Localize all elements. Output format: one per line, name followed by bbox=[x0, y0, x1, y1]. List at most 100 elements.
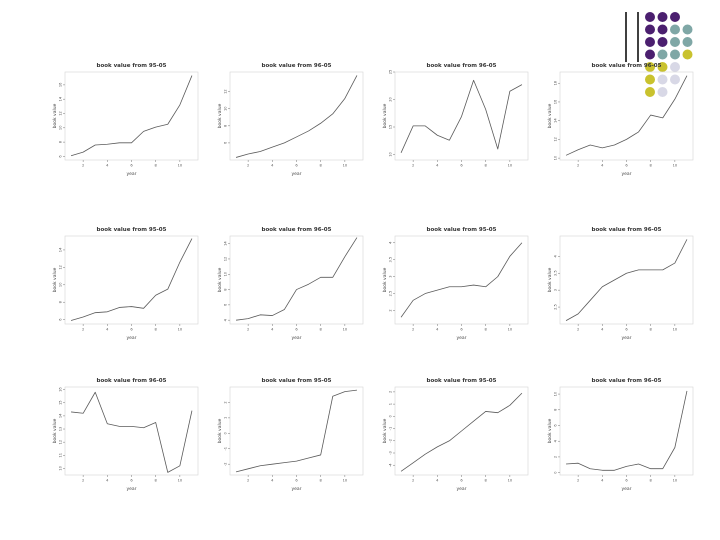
line-chart: book value from 96-05 year book value 2 4 6 8 1… bbox=[217, 227, 364, 341]
y-tick-label: 11 bbox=[59, 453, 63, 458]
decorative-dot bbox=[657, 87, 668, 97]
x-tick-label: 6 bbox=[625, 479, 628, 483]
decorative-dot bbox=[645, 24, 655, 35]
y-tick-label: 15 bbox=[59, 400, 63, 405]
line-chart: book value from 95-05 year book value 2 4 6 8 1… bbox=[52, 227, 199, 341]
y-tick-label: 20 bbox=[389, 97, 393, 102]
line-chart: book value from 95-05 year book value 2 4 6 8 1… bbox=[382, 227, 529, 341]
y-axis-label: book value bbox=[382, 267, 388, 292]
x-axis-label: year bbox=[126, 171, 136, 177]
y-axis-label: book value bbox=[52, 267, 58, 292]
x-tick-label: 2 bbox=[577, 328, 579, 332]
x-tick-label: 4 bbox=[601, 164, 604, 168]
x-tick-label: 10 bbox=[673, 328, 678, 332]
y-tick-label: 8 bbox=[224, 124, 228, 127]
chart-panel: book value from 96-05 year book value 2 4 6 8 1… bbox=[217, 58, 368, 178]
plot-frame bbox=[394, 235, 529, 325]
x-tick-label: 6 bbox=[130, 164, 133, 168]
y-tick-label: 14 bbox=[59, 96, 63, 101]
x-tick-label: 6 bbox=[625, 164, 628, 168]
y-tick-label: 12 bbox=[224, 89, 228, 94]
y-tick-label: 14 bbox=[554, 118, 558, 123]
x-tick-label: 10 bbox=[178, 164, 183, 168]
series-line bbox=[235, 389, 358, 473]
x-tick-label: 4 bbox=[436, 479, 439, 483]
y-tick-label: 1 bbox=[389, 403, 393, 405]
x-tick-label: 10 bbox=[343, 164, 348, 168]
y-tick-label: 6 bbox=[224, 303, 228, 306]
chart-title: book value from 95-05 bbox=[427, 227, 497, 233]
y-tick-label: 6 bbox=[224, 141, 228, 144]
y-tick-label: 10 bbox=[59, 465, 63, 470]
series-line bbox=[235, 237, 358, 321]
y-tick-label: 12 bbox=[224, 257, 228, 262]
y-tick-label: 4 bbox=[554, 439, 558, 442]
chart-panel: book value from 96-05 year book value 2 4 6 8 1… bbox=[547, 373, 698, 493]
y-tick-label: 10 bbox=[389, 152, 393, 157]
x-tick-label: 8 bbox=[485, 164, 488, 168]
y-tick-label: 16 bbox=[59, 387, 63, 392]
plot-frame bbox=[64, 386, 199, 476]
x-axis-label: year bbox=[291, 171, 301, 177]
series-line bbox=[70, 75, 193, 157]
x-tick-label: 6 bbox=[295, 479, 298, 483]
x-axis-label: year bbox=[621, 171, 631, 177]
series-line bbox=[235, 75, 358, 158]
x-axis-label: year bbox=[291, 486, 301, 492]
x-tick-label: 4 bbox=[436, 328, 439, 332]
plot-frame bbox=[64, 71, 199, 161]
x-tick-label: 2 bbox=[82, 164, 84, 168]
y-axis-label: book value bbox=[547, 103, 553, 128]
decorative-dot bbox=[645, 74, 655, 85]
decorative-dot bbox=[657, 49, 668, 60]
y-tick-label: 2 bbox=[389, 391, 393, 393]
x-tick-label: 4 bbox=[271, 164, 274, 168]
y-tick-label: 13 bbox=[59, 427, 63, 432]
x-tick-label: 2 bbox=[247, 164, 249, 168]
series-line bbox=[400, 79, 523, 154]
y-tick-label: 6 bbox=[554, 424, 558, 427]
plot-frame bbox=[229, 235, 364, 325]
y-tick-label: 8 bbox=[59, 300, 63, 303]
x-tick-label: 10 bbox=[508, 328, 513, 332]
decorative-dot bbox=[670, 74, 680, 85]
decorative-dot bbox=[645, 37, 655, 47]
y-tick-label: 12 bbox=[59, 440, 63, 445]
y-tick-label: 8 bbox=[224, 288, 228, 291]
y-axis-label: book value bbox=[547, 418, 553, 443]
plot-frame bbox=[559, 386, 694, 476]
chart-title: book value from 96-05 bbox=[262, 63, 332, 69]
x-tick-label: 2 bbox=[577, 479, 579, 483]
y-tick-label: 3 bbox=[389, 275, 393, 277]
y-tick-label: 3.5 bbox=[554, 270, 558, 276]
x-tick-label: 6 bbox=[295, 328, 298, 332]
chart-panel: book value from 96-05 year book value 2 4 6 8 1… bbox=[547, 222, 698, 342]
x-tick-label: 2 bbox=[82, 328, 84, 332]
series-line bbox=[565, 75, 688, 156]
chart-panel: book value from 95-05 year book value 2 4 6 8 1… bbox=[382, 373, 533, 493]
y-tick-label: 2 bbox=[224, 401, 228, 403]
line-chart: book value from 96-05 year book value 2 4 6 8 1… bbox=[547, 227, 694, 341]
chart-title: book value from 96-05 bbox=[427, 63, 497, 69]
y-tick-label: 16 bbox=[59, 82, 63, 87]
x-tick-label: 4 bbox=[106, 328, 109, 332]
y-tick-label: 14 bbox=[59, 413, 63, 418]
y-tick-label: 10 bbox=[554, 155, 558, 160]
x-tick-label: 10 bbox=[508, 164, 513, 168]
y-tick-label: 10 bbox=[59, 125, 63, 130]
y-tick-label: 12 bbox=[554, 137, 558, 142]
decorative-dot bbox=[645, 12, 655, 22]
plot-frame bbox=[559, 71, 694, 161]
decorative-dot bbox=[645, 49, 655, 60]
x-axis-label: year bbox=[621, 335, 631, 341]
x-tick-label: 4 bbox=[271, 479, 274, 483]
series-line bbox=[400, 392, 523, 472]
x-axis-label: year bbox=[126, 486, 136, 492]
y-tick-label: 2 bbox=[389, 309, 393, 311]
y-tick-label: 2 bbox=[554, 456, 558, 458]
x-tick-label: 8 bbox=[320, 479, 323, 483]
line-chart: book value from 95-05 year book value 2 4 6 8 1… bbox=[52, 63, 199, 177]
y-tick-label: 1 bbox=[224, 417, 228, 419]
y-tick-label: 8 bbox=[59, 140, 63, 143]
line-chart: book value from 96-05 year book value 2 4 6 8 1… bbox=[52, 378, 199, 492]
